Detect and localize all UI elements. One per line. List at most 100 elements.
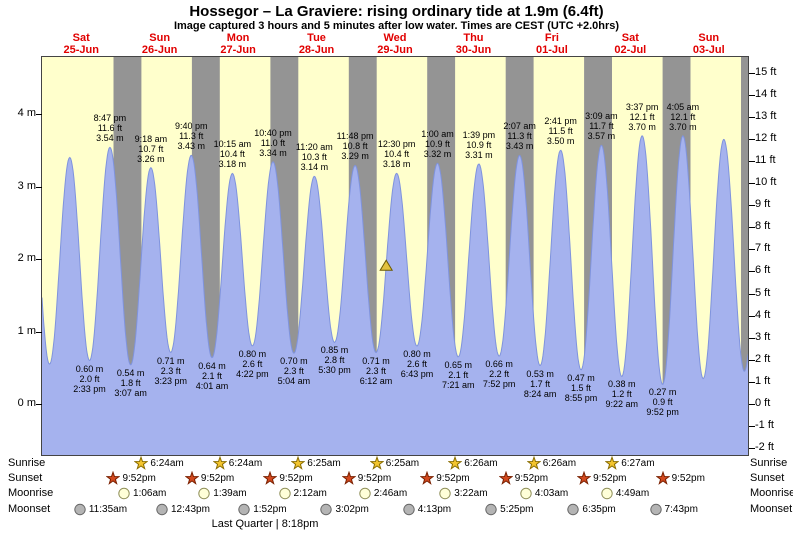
event-time: 4:49am xyxy=(615,487,650,499)
moonset-event: 4:13pm xyxy=(402,502,451,516)
sunset-icon xyxy=(498,471,513,485)
sunset-star-shape xyxy=(106,471,121,485)
axis-tick xyxy=(36,259,42,260)
high-tide-label: 2:07 am 11.3 ft 3.43 m xyxy=(495,121,545,151)
tide-label-line: 3.34 m xyxy=(259,147,287,158)
axis-tick xyxy=(36,186,42,188)
tide-label-line: 8:24 am xyxy=(523,388,557,399)
event-time: 1:52pm xyxy=(253,503,287,515)
tide-label-line: 1.2 ft xyxy=(611,389,632,400)
tide-label-line: 10:40 pm xyxy=(254,127,292,138)
right-axis-tick-label: 9 ft xyxy=(755,198,771,211)
moonset-icon xyxy=(238,503,250,516)
tide-label-line: 0.70 m xyxy=(280,356,308,367)
tide-label-line: 8:47 pm xyxy=(93,113,127,124)
high-tide-label: 9:40 pm 11.3 ft 3.43 m xyxy=(166,121,216,151)
day-name: Tue xyxy=(307,32,326,44)
day-name: Sat xyxy=(621,32,639,44)
tide-label-line: 12.1 ft xyxy=(629,111,655,122)
sunset-event: 9:52pm xyxy=(498,471,548,485)
sunrise-star-shape xyxy=(448,456,463,470)
tide-label-line: 8:55 pm xyxy=(564,392,598,403)
axis-tick xyxy=(749,337,755,339)
moonset-event: 6:35pm xyxy=(566,502,616,516)
tide-label-line: 2.1 ft xyxy=(448,369,469,380)
moonrise-circle-shape xyxy=(198,487,210,500)
sunset-event: 9:52pm xyxy=(655,471,705,485)
moonrise-icon xyxy=(198,487,210,500)
night-band xyxy=(741,57,748,455)
tide-label-line: 1.5 ft xyxy=(571,382,592,393)
day-date: 26-Jun xyxy=(141,44,178,56)
moonrise-icon xyxy=(118,487,130,500)
event-time: 9:52pm xyxy=(122,472,156,484)
sunrise-icon xyxy=(605,456,620,470)
tide-label-line: 0.9 ft xyxy=(652,397,673,408)
high-tide-label: 12:30 pm 10.4 ft 3.18 m xyxy=(372,139,422,169)
event-time: 5:25pm xyxy=(500,503,534,515)
astro-label-right-moonrise: Moonrise xyxy=(750,487,793,499)
moonset-circle-shape xyxy=(567,503,580,516)
low-tide-label: 0.71 m 2.3 ft 6:12 am xyxy=(351,356,401,386)
tide-label-line: 10.4 ft xyxy=(219,149,245,160)
moonset-event: 3:02pm xyxy=(319,502,369,516)
current-tide-marker xyxy=(379,259,394,271)
tide-label-line: 3:07 am xyxy=(114,387,147,398)
astro-label-right-sunset: Sunset xyxy=(750,472,785,484)
sunset-event: 9:52pm xyxy=(420,471,470,485)
moonrise-event: 1:39am xyxy=(197,486,247,500)
tide-line xyxy=(42,135,748,385)
sunrise-event: 6:25am xyxy=(369,456,419,470)
sunset-star-shape xyxy=(655,471,670,485)
high-tide-label: 11:48 pm 10.8 ft 3.29 m xyxy=(330,131,380,161)
low-tide-label: 0.47 m 1.5 ft 8:55 pm xyxy=(556,373,606,403)
event-time: 6:27am xyxy=(621,457,655,469)
sunset-icon xyxy=(184,471,199,485)
day-header: Tue 28-Jun xyxy=(277,32,357,56)
high-tide-label: 1:39 pm 10.9 ft 3.31 m xyxy=(454,130,504,160)
tide-label-line: 11.3 ft xyxy=(507,131,532,142)
event-time: 6:26am xyxy=(464,457,498,469)
axis-tick xyxy=(749,293,755,295)
event-time: 12:43pm xyxy=(171,503,210,515)
sunset-star-shape xyxy=(184,471,199,485)
moonrise-event: 2:12am xyxy=(278,486,327,500)
sunrise-event: 6:27am xyxy=(605,456,655,470)
sunset-icon xyxy=(655,471,670,485)
moonrise-circle-shape xyxy=(278,487,291,500)
tide-label-line: 2.3 ft xyxy=(160,365,181,376)
tide-label-line: 4:01 am xyxy=(195,380,229,391)
day-date: 02-Jul xyxy=(614,44,647,56)
moonset-event: 1:52pm xyxy=(237,502,287,516)
high-tide-label: 3:09 am 11.7 ft 3.57 m xyxy=(576,111,626,141)
tide-label-line: 1:39 pm xyxy=(462,130,496,141)
moon-phase-note: Last Quarter | 8:18pm xyxy=(211,518,319,530)
event-time: 11:35am xyxy=(88,503,128,515)
tide-label-line: 12.1 ft xyxy=(670,111,696,122)
day-header: Mon 27-Jun xyxy=(198,32,278,56)
high-tide-label: 11:20 am 10.3 ft 3.14 m xyxy=(289,142,339,172)
high-tide-label: 4:05 am 12.1 ft 3.70 m xyxy=(658,102,708,132)
right-axis-tick-label: 0 ft xyxy=(755,397,771,409)
moonset-event: 11:35am xyxy=(73,502,127,516)
tide-label-line: 2.2 ft xyxy=(489,369,510,380)
event-time: 4:03am xyxy=(534,487,569,499)
event-time: 6:26am xyxy=(542,457,577,469)
tide-label-line: 5:04 am xyxy=(277,376,311,387)
low-tide-label: 0.54 m 1.8 ft 3:07 am xyxy=(106,368,156,398)
sunrise-icon xyxy=(369,456,384,470)
tide-label-line: 3.32 m xyxy=(423,149,452,160)
right-axis-tick-label: 10 ft xyxy=(755,176,777,189)
right-axis-tick-label: 15 ft xyxy=(755,65,777,78)
moonrise-circle-shape xyxy=(520,487,532,500)
tide-label-line: 5:30 pm xyxy=(318,365,351,376)
sunrise-star-shape xyxy=(212,456,227,470)
sunset-event: 9:52pm xyxy=(263,471,313,485)
sunset-star-shape xyxy=(420,471,435,485)
right-axis-tick-label: 11 ft xyxy=(755,153,776,166)
tide-label-line: 2:07 am xyxy=(503,121,536,132)
event-time: 9:52pm xyxy=(436,472,470,484)
axis-tick xyxy=(749,271,755,273)
low-tide-label: 0.71 m 2.3 ft 3:23 pm xyxy=(146,356,196,386)
moonrise-circle-shape xyxy=(439,487,451,500)
